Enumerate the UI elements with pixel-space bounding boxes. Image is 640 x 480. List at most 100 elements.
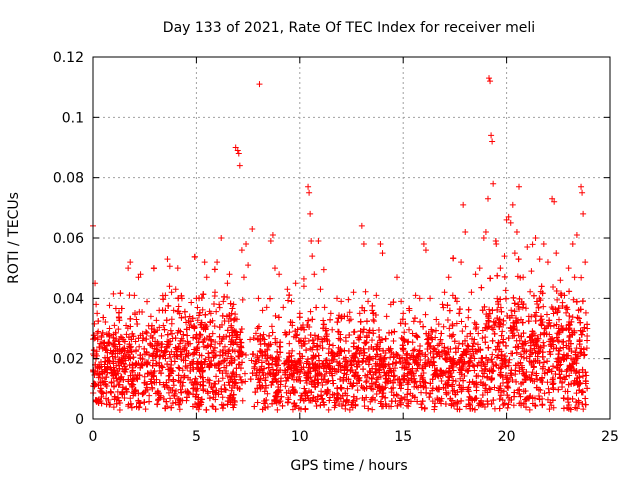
roti-point (436, 353, 443, 360)
roti-point (401, 337, 408, 344)
roti-point (175, 303, 182, 310)
roti-point (577, 319, 584, 326)
roti-point (544, 358, 551, 365)
roti-point (407, 368, 414, 375)
roti-point (578, 350, 585, 357)
roti-point (154, 340, 161, 347)
roti-point (484, 389, 491, 396)
roti-point (537, 297, 544, 304)
roti-point (313, 304, 320, 311)
roti-point (530, 292, 537, 299)
roti-point (212, 352, 219, 359)
roti-point (312, 384, 319, 391)
roti-point (560, 338, 567, 345)
roti-point (179, 367, 186, 374)
roti-point (115, 326, 122, 333)
roti-point (497, 304, 504, 311)
roti-point (399, 342, 406, 349)
roti-point (221, 357, 228, 364)
roti-point (515, 256, 522, 263)
roti-point (571, 274, 578, 281)
roti-point (289, 347, 296, 354)
roti-point (189, 315, 196, 322)
roti-point (519, 304, 526, 311)
roti-point (287, 319, 294, 326)
roti-point (516, 337, 523, 344)
roti-point (117, 290, 124, 297)
roti-point (267, 295, 274, 302)
roti-point (312, 398, 319, 405)
roti-point (574, 314, 581, 321)
roti-point (158, 332, 165, 339)
data-points (90, 75, 591, 413)
roti-point (399, 316, 406, 323)
roti-point (319, 381, 326, 388)
roti-point (422, 359, 429, 366)
roti-point (169, 400, 176, 407)
roti-point (147, 378, 154, 385)
roti-point (553, 345, 560, 352)
roti-point (514, 327, 521, 334)
roti-point (405, 338, 412, 345)
roti-point (413, 332, 420, 339)
roti-point (322, 357, 329, 364)
roti-point (559, 354, 566, 361)
roti-point (501, 358, 508, 365)
grid (93, 57, 610, 419)
roti-point (290, 333, 297, 340)
roti-point (210, 300, 217, 307)
roti-point (275, 314, 282, 321)
roti-point (269, 357, 276, 364)
roti-point (111, 322, 118, 329)
roti-point (110, 404, 117, 411)
roti-point (275, 389, 282, 396)
roti-point (320, 321, 327, 328)
roti-point (418, 404, 425, 411)
roti-point (350, 393, 357, 400)
roti-point (203, 406, 210, 413)
roti-point (345, 296, 352, 303)
roti-point (199, 306, 206, 313)
roti-point (154, 348, 161, 355)
roti-point (523, 355, 530, 362)
roti-point (300, 275, 307, 282)
roti-point (301, 390, 308, 397)
roti-point (205, 350, 212, 357)
roti-point (312, 367, 319, 374)
roti-point (282, 329, 289, 336)
roti-point (562, 304, 569, 311)
roti-point (410, 347, 417, 354)
roti-point (221, 386, 228, 393)
roti-point (500, 317, 507, 324)
roti-point (510, 402, 517, 409)
roti-point (178, 351, 185, 358)
roti-point (488, 376, 495, 383)
roti-point (565, 381, 572, 388)
roti-point (142, 406, 149, 413)
roti-point (167, 395, 174, 402)
roti-point (414, 365, 421, 372)
roti-point (256, 367, 263, 374)
roti-point (115, 338, 122, 345)
roti-point (175, 327, 182, 334)
roti-point (318, 392, 325, 399)
roti-point (532, 402, 539, 409)
roti-point (467, 330, 474, 337)
roti-point (501, 400, 508, 407)
roti-point (444, 302, 451, 309)
roti-point (581, 324, 588, 331)
roti-point (180, 357, 187, 364)
roti-point (520, 354, 527, 361)
roti-point (495, 387, 502, 394)
roti-point (482, 366, 489, 373)
roti-point (406, 361, 413, 368)
roti-point (400, 336, 407, 343)
roti-point (378, 403, 385, 410)
roti-point (131, 310, 138, 316)
roti-point (125, 349, 132, 356)
roti-point (354, 387, 361, 394)
roti-point (226, 359, 233, 366)
roti-point (470, 340, 477, 347)
roti-point (567, 364, 574, 371)
roti-point (192, 375, 199, 382)
